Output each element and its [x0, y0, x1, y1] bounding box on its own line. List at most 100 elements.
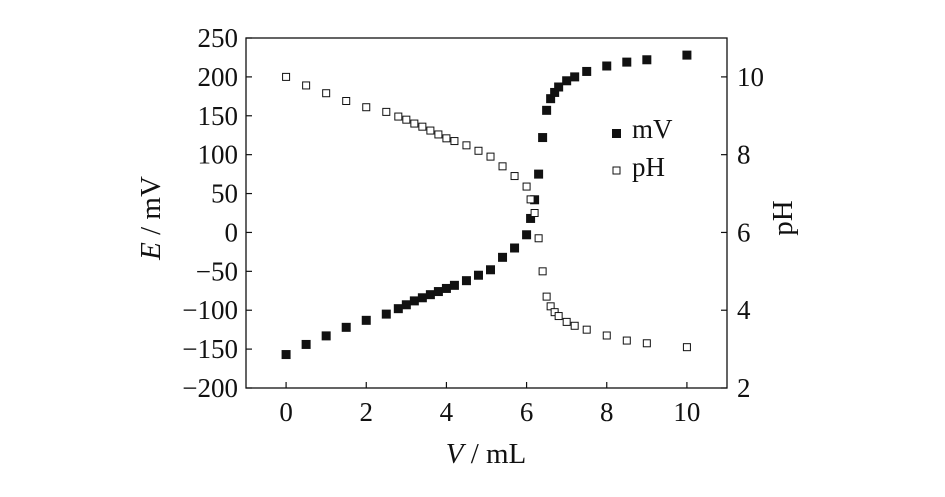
- data-point-mv: [321, 331, 331, 341]
- data-point-ph: [622, 336, 631, 345]
- data-point-ph: [362, 103, 371, 112]
- data-point-ph: [342, 97, 351, 105]
- data-point-mv: [542, 105, 552, 115]
- data-point-mv: [473, 270, 483, 280]
- data-point-mv: [449, 280, 459, 290]
- data-point-ph: [382, 107, 391, 116]
- legend-marker-ph: [612, 166, 621, 175]
- data-point-ph: [462, 141, 471, 150]
- x-axis-title: V / mL: [446, 438, 527, 470]
- data-point-ph: [570, 321, 579, 330]
- data-point-ph: [402, 115, 411, 124]
- data-point-mv: [341, 322, 351, 332]
- data-point-mv: [401, 300, 411, 310]
- x-tick-label: 10: [673, 397, 700, 427]
- data-point-mv: [522, 230, 532, 240]
- data-point-mv: [498, 252, 508, 262]
- data-point-mv: [393, 304, 403, 314]
- data-point-ph: [474, 146, 483, 155]
- data-point-ph: [434, 130, 443, 139]
- x-axis-ticks: 0 2 4 6 8 10: [279, 382, 700, 427]
- x-axis-symbol: V: [446, 438, 467, 470]
- right-y-axis-title: pH: [767, 200, 799, 236]
- data-point-mv: [486, 265, 496, 275]
- data-point-ph: [418, 122, 427, 131]
- legend: mV pH: [612, 114, 673, 182]
- data-point-mv: [642, 55, 652, 65]
- left-tick-label: 200: [198, 62, 239, 92]
- x-tick-label: 2: [360, 397, 374, 427]
- data-point-mv: [550, 87, 560, 97]
- data-point-ph: [542, 292, 551, 301]
- data-point-ph: [442, 134, 451, 143]
- data-point-mv: [554, 82, 564, 92]
- data-point-ph: [530, 209, 539, 217]
- data-point-mv: [546, 94, 556, 104]
- data-point-ph: [538, 267, 547, 276]
- data-point-mv: [281, 350, 291, 360]
- data-point-ph: [426, 126, 435, 135]
- left-tick-label: −150: [182, 334, 238, 364]
- data-point-ph: [562, 317, 571, 326]
- data-point-ph: [534, 234, 543, 243]
- data-point-mv: [682, 50, 692, 60]
- data-point-ph: [410, 119, 419, 128]
- data-point-mv: [622, 57, 632, 67]
- data-point-mv: [562, 76, 572, 86]
- left-tick-label: −100: [182, 295, 238, 325]
- legend-label-ph: pH: [632, 152, 665, 182]
- data-series: [281, 50, 692, 360]
- right-tick-label: 8: [737, 140, 751, 170]
- data-point-mv: [570, 72, 580, 82]
- data-point-mv: [301, 339, 311, 349]
- data-point-mv: [602, 61, 612, 71]
- left-tick-label: 100: [198, 140, 239, 170]
- data-point-ph: [486, 152, 495, 161]
- legend-marker-mv: [612, 129, 621, 138]
- data-point-ph: [302, 81, 311, 90]
- left-tick-label: 250: [198, 23, 239, 53]
- data-point-mv: [538, 133, 548, 143]
- data-point-ph: [602, 331, 611, 340]
- data-point-ph: [526, 195, 535, 204]
- data-point-mv: [409, 296, 419, 306]
- data-point-ph: [546, 302, 555, 311]
- data-point-mv: [361, 315, 371, 325]
- data-point-ph: [498, 162, 507, 171]
- left-tick-label: −200: [182, 373, 238, 403]
- legend-label-mv: mV: [632, 114, 673, 144]
- left-y-axis-symbol: E: [135, 242, 167, 261]
- right-tick-label: 4: [737, 295, 751, 325]
- data-point-mv: [582, 66, 592, 76]
- left-tick-label: 150: [198, 101, 239, 131]
- x-tick-label: 4: [440, 397, 454, 427]
- plot-frame: [245, 37, 728, 389]
- data-point-ph: [322, 89, 331, 98]
- x-tick-label: 8: [600, 397, 614, 427]
- x-tick-label: 6: [520, 397, 534, 427]
- right-tick-label: 2: [737, 373, 751, 403]
- data-point-ph: [282, 72, 291, 81]
- x-axis-unit: / mL: [463, 438, 526, 470]
- data-point-mv: [534, 169, 544, 179]
- right-axis-ticks: 2 4 6 8 10: [721, 62, 764, 403]
- data-point-mv: [526, 213, 536, 223]
- x-tick-label: 0: [279, 397, 293, 427]
- data-point-ph: [554, 312, 563, 321]
- data-point-mv: [510, 243, 520, 253]
- data-point-mv: [425, 290, 435, 300]
- data-point-ph: [582, 325, 591, 334]
- series-mv: [281, 50, 692, 360]
- data-point-mv: [381, 309, 391, 319]
- left-tick-label: −50: [196, 256, 238, 286]
- data-point-ph: [510, 172, 519, 181]
- data-point-ph: [522, 182, 531, 191]
- right-tick-label: 6: [737, 217, 751, 247]
- data-point-ph: [450, 137, 459, 146]
- left-tick-label: 0: [225, 217, 239, 247]
- left-y-axis-title: E / mV: [135, 176, 167, 261]
- right-tick-label: 10: [737, 62, 764, 92]
- data-point-ph: [682, 343, 691, 352]
- data-point-mv: [417, 293, 427, 303]
